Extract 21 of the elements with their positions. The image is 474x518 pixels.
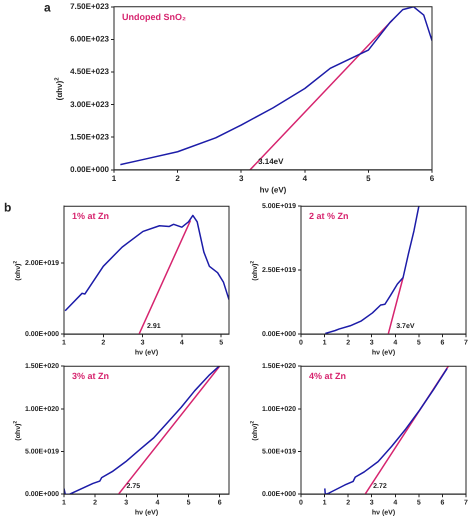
text: 1% at Zn bbox=[72, 211, 110, 222]
y-tick-label: 0.00E+000 bbox=[70, 165, 110, 174]
y-tick-label: 4.50E+023 bbox=[70, 67, 110, 76]
x-tick-label: 2 bbox=[175, 174, 180, 183]
x-tick-label: 6 bbox=[430, 174, 435, 183]
x-tick-label: 1 bbox=[112, 174, 117, 183]
y-tick-label: 1.50E+023 bbox=[70, 132, 110, 142]
annotation: 3.14eV bbox=[258, 157, 284, 166]
x-tick-label: 5 bbox=[366, 174, 372, 183]
y-tick-label: 6.00E+023 bbox=[70, 34, 110, 44]
y-tick-label: 3.00E+023 bbox=[70, 100, 110, 109]
text: a bbox=[44, 0, 51, 14]
text: 4% at Zn bbox=[309, 371, 346, 382]
text: Undoped SnO₂ bbox=[122, 12, 186, 22]
text: 2 at % Zn bbox=[309, 211, 349, 222]
text: b bbox=[4, 200, 12, 214]
x-axis-title: hν (eV) bbox=[260, 185, 287, 194]
text: 3% at Zn bbox=[72, 371, 110, 382]
y-tick-label: 7.50E+023 bbox=[70, 2, 110, 12]
x-tick-label: 4 bbox=[302, 174, 308, 183]
x-tick-label: 3 bbox=[238, 174, 244, 183]
